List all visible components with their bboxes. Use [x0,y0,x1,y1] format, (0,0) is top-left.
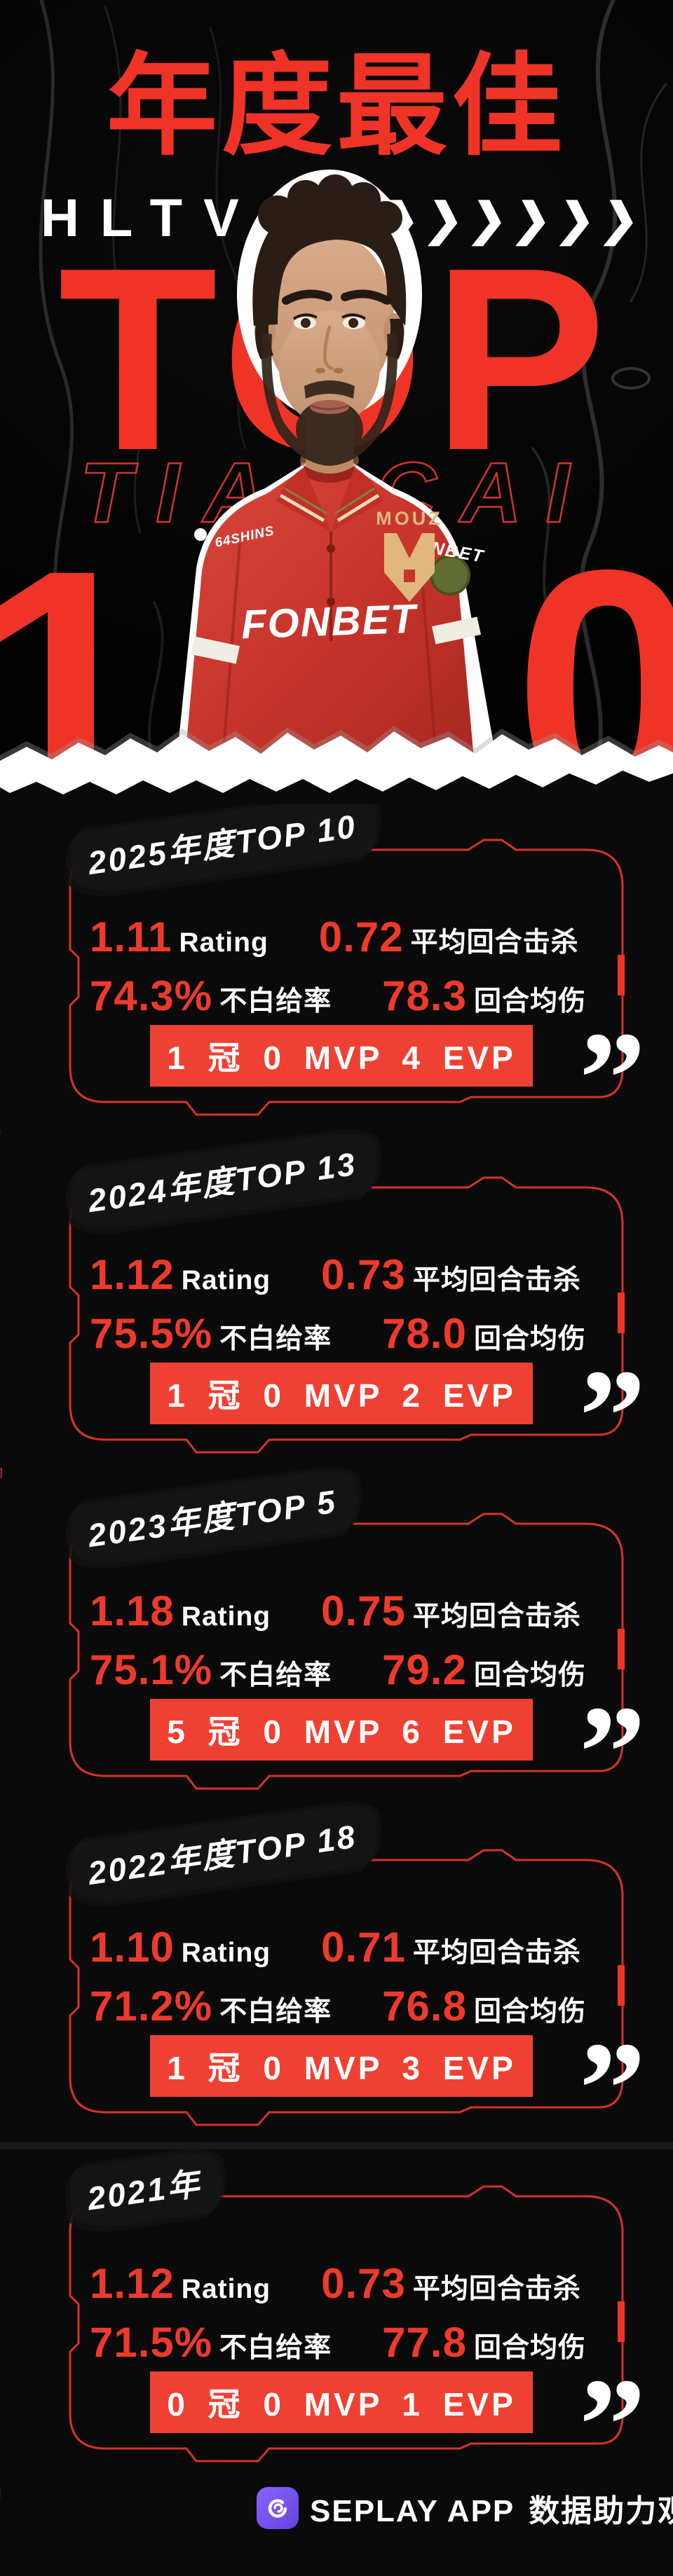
stat-row: 1.18 Rating 0.75 平均回合击杀 [90,1587,616,1635]
achievement-badge: 1 冠 0 MVP 2 EVP [150,1363,533,1424]
side-year-decoration: 2024 [0,1170,10,1503]
stat-row: 71.5% 不白给率 77.8 回合均伤 [90,2318,616,2367]
stat-survival: 71.2% 不白给率 [90,1983,332,2030]
seplay-app-icon [257,2487,299,2529]
stat-kpr: 0.75 平均回合击杀 [321,1587,581,1634]
stat-rating: 1.12 Rating [90,2260,271,2307]
stat-row: 1.10 Rating 0.71 平均回合击杀 [90,1923,616,1971]
mouz-logo [384,533,435,602]
player-hair [252,174,407,359]
shoulder-sponsor-logo [194,528,207,541]
quote-mark: ” [579,2016,646,2163]
stat-survival: 74.3% 不白给率 [90,972,332,1019]
quote-mark: ” [579,1343,646,1490]
achievement-badge: 1 冠 0 MVP 3 EVP [150,2035,533,2097]
stat-row: 75.5% 不白给率 78.0 回合均伤 [90,1309,616,1358]
app-name: SEPLAY APP [310,2494,515,2528]
card-frame [69,1176,625,1454]
stat-row: 71.2% 不白给率 76.8 回合均伤 [90,1982,616,2030]
achievement-badge: 5 冠 0 MVP 6 EVP [150,1699,533,1761]
card-frame [69,1513,625,1790]
card-frame [69,839,625,1116]
stat-kpr: 0.71 平均回合击杀 [321,1924,581,1971]
quote-mark: ” [579,1005,646,1152]
page-title: 年度最佳 [107,45,566,168]
quote-mark: ” [579,1679,646,1826]
hltv-wordmark: HLTV [41,188,260,248]
stat-rating: 1.12 Rating [90,1251,271,1298]
stat-rating: 1.11 Rating [90,914,268,960]
stat-adr: 78.0 回合均伤 [382,1310,586,1357]
swirl-icon [268,2499,287,2518]
footer-text: SEPLAY APP 数据助力观赛 [310,2486,673,2530]
card-frame [69,2185,625,2463]
card-title: 2023年度TOP 5 [67,1466,362,1569]
side-year-decoration: 2021 [0,2179,10,2512]
stat-rating: 1.18 Rating [90,1587,271,1634]
front-sponsor-text: FONBET [240,596,419,648]
stat-adr: 79.2 回合均伤 [382,1646,586,1693]
stat-rating: 1.10 Rating [90,1924,271,1971]
stat-row: 1.12 Rating 0.73 平均回合击杀 [90,2259,616,2308]
stat-adr: 76.8 回合均伤 [382,1983,586,2030]
achievement-badge: 1 冠 0 MVP 4 EVP [150,1025,533,1087]
hero-section: 年度最佳 HLTV ❯❯❯❯❯❯❯ TOP TIANCAI 1 0 [0,0,673,804]
stat-row: 1.12 Rating 0.73 平均回合击杀 [90,1251,616,1299]
team-wordmark: MOUZ [376,508,442,529]
card-title: 2025年度TOP 10 [67,790,382,897]
torn-edge [0,726,673,804]
stat-row: 75.1% 不白给率 79.2 回合均伤 [90,1646,616,1694]
stat-row: 1.11 Rating 0.72 平均回合击杀 [90,913,616,961]
marble-texture [39,0,667,801]
quote-mark: ” [579,2352,646,2499]
player-beard [261,333,397,466]
stat-survival: 71.5% 不白给率 [90,2319,332,2366]
player-face [252,174,407,466]
stat-kpr: 0.73 平均回合击杀 [321,1251,581,1298]
card-title: 2022年度TOP 18 [67,1800,382,1907]
stat-row: 74.3% 不白给率 78.3 回合均伤 [90,972,616,1020]
side-year-decoration: 2023 [0,1506,10,1839]
stat-kpr: 0.73 平均回合击杀 [321,2260,581,2307]
background-seam [0,2142,673,2149]
footer: SEPLAY APP 数据助力观赛 [257,2486,673,2530]
stat-adr: 77.8 回合均伤 [382,2319,586,2366]
player-photo: 64SHINS FONBET MOUZ FONBET [177,170,496,760]
stat-adr: 78.3 回合均伤 [382,972,586,1019]
stat-kpr: 0.72 平均回合击杀 [318,914,579,960]
card-frame [69,1849,625,2126]
stat-survival: 75.1% 不白给率 [90,1646,332,1693]
app-tagline: 数据助力观赛 [529,2494,673,2528]
achievement-badge: 0 冠 0 MVP 1 EVP [150,2371,533,2433]
card-title: 2021年 [66,2148,226,2232]
side-year-decoration: 2025 [0,832,10,1165]
card-title: 2024年度TOP 13 [67,1128,382,1234]
stat-survival: 75.5% 不白给率 [90,1310,332,1357]
side-year-decoration: 2022 [0,1843,10,2175]
